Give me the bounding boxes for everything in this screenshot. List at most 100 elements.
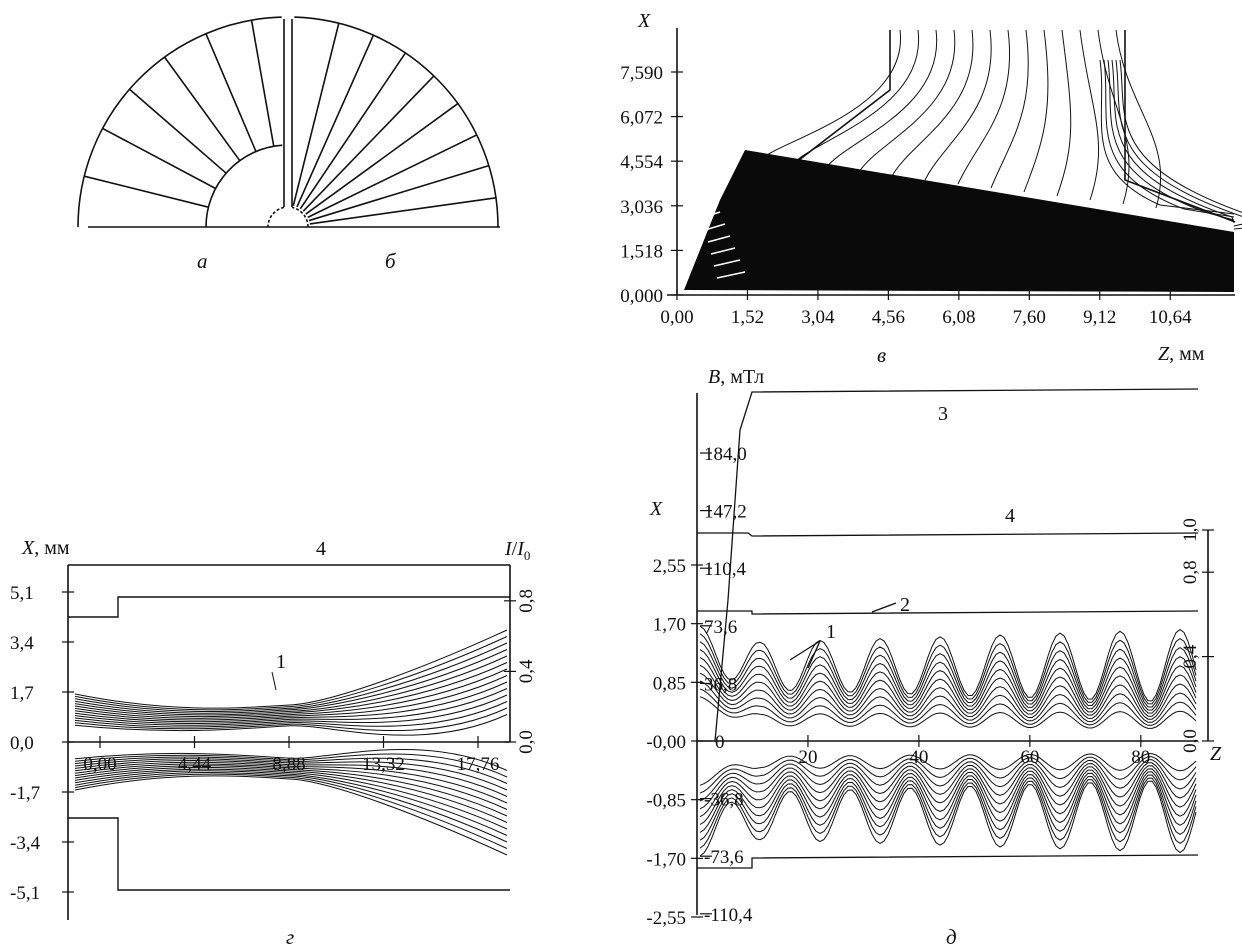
- g-curve-upper: [74, 701, 508, 728]
- d-rtick-label: 0,0: [1180, 729, 1201, 753]
- sector-a-1: [205, 33, 257, 152]
- v-xtick-label: 4,56: [872, 307, 905, 328]
- d-xtick-label: -1,70: [646, 849, 686, 870]
- outer-arc-b: [294, 16, 499, 228]
- d-leader-2: [871, 602, 897, 613]
- panel-g-curve-label-1: 1: [276, 651, 286, 673]
- d-field-curve-3: [714, 388, 1199, 742]
- panel-g-ticks: 5,1 3,4 1,7 0,0 -1,7 -3,4 -5,1 0,00 4,44 8,88 13,3…: [10, 583, 537, 904]
- g-xtick-label: 0,00: [83, 754, 116, 775]
- mid-arc-a: [205, 144, 283, 228]
- sector-b-0: [309, 196, 497, 225]
- inner-arc-b: [291, 206, 309, 228]
- sector-b-3: [305, 102, 459, 215]
- v-field-line: [957, 29, 1010, 185]
- d-xtick-label: 1,70: [653, 615, 686, 636]
- d-line-2-top: [697, 610, 1199, 615]
- v-white-gap: [701, 211, 721, 219]
- sector-b-4: [302, 75, 435, 212]
- v-xtick-label: 10,64: [1149, 307, 1192, 328]
- v-xtick-label: 6,08: [942, 307, 975, 328]
- g-leader-1: [271, 671, 277, 691]
- d-ztick-label: 80: [1131, 747, 1150, 768]
- v-white-gap: [692, 175, 706, 183]
- v-ytick-label: 4,554: [620, 152, 663, 173]
- panel-g-plot: 5,1 3,4 1,7 0,0 -1,7 -3,4 -5,1 0,00 4,44 8,88 13,3…: [10, 537, 537, 947]
- d-traj-lower: [699, 774, 1197, 841]
- panel-d-x-label: X: [649, 498, 663, 520]
- panel-a-caption: а: [197, 249, 208, 273]
- v-xtick-label: 1,52: [731, 307, 764, 328]
- d-traj-lower: [699, 765, 1197, 818]
- g-curve-upper: [74, 636, 508, 711]
- sector-b-1: [308, 164, 490, 222]
- panel-d-curve-label-1: 1: [826, 621, 836, 643]
- v-xtick-label: 3,04: [801, 307, 835, 328]
- v-white-gap: [713, 259, 741, 267]
- g-curve-upper: [74, 668, 508, 719]
- sector-b-5: [299, 52, 407, 210]
- g-curve-upper: [74, 681, 508, 723]
- v-ytick-label: 7,590: [620, 63, 663, 84]
- inner-arc-a: [267, 206, 285, 228]
- v-field-line: [1079, 29, 1100, 201]
- d-btick-label: -110,4: [704, 905, 753, 926]
- panel-d-b-label: B, мТл: [708, 366, 764, 388]
- v-field-line-right: [1099, 59, 1235, 215]
- d-traj-lower: [699, 771, 1197, 833]
- sector-a-4: [102, 127, 216, 190]
- d-btick-label: 36,8: [704, 674, 737, 695]
- panel-d-curve-label-4: 4: [1005, 505, 1015, 527]
- g-rtick-label: 0,4: [516, 659, 537, 683]
- g-ytick-label: -5,1: [10, 883, 40, 904]
- panel-g-y-axis-label: X, мм: [21, 537, 70, 559]
- v-ytick-label: 3,036: [620, 197, 663, 218]
- d-xtick-label: -0,85: [646, 791, 686, 812]
- outer-arc-a: [77, 16, 282, 228]
- panel-d-field-lines: [697, 388, 1199, 869]
- g-curve-upper: [74, 694, 508, 726]
- g-rtick-label: 0,0: [516, 730, 537, 754]
- g-curve-lower: [74, 759, 508, 797]
- v-xtick-label: 7,60: [1013, 307, 1046, 328]
- d-traj-upper: [699, 633, 1197, 705]
- g-ytick-label: -3,4: [10, 833, 41, 854]
- sector-a-5: [84, 175, 209, 208]
- g-ytick-label: 5,1: [10, 583, 34, 604]
- d-ztick-label: 20: [798, 747, 817, 768]
- panel-v-x-unit: , мм: [1169, 343, 1205, 365]
- g-curve-upper: [74, 649, 508, 714]
- d-traj-upper: [699, 664, 1197, 717]
- d-btick-label: -73,6: [704, 847, 744, 868]
- panel-v-trajectory-mass: [684, 150, 1234, 292]
- v-white-gap: [689, 163, 701, 171]
- v-field-line-right: [1115, 59, 1242, 227]
- g-curve-upper: [74, 675, 508, 721]
- v-ytick-label: 6,072: [620, 108, 663, 129]
- sector-b-6: [296, 34, 375, 208]
- panel-d-z-label: Z: [1210, 743, 1222, 765]
- v-white-gap: [704, 223, 726, 231]
- panel-v-plot: 0,000 1,518 3,036 4,554 6,072 7,590 0,00 1,52 3,…: [620, 10, 1242, 367]
- g-ytick-label: 3,4: [10, 633, 34, 654]
- g-xtick-label: 4,44: [178, 754, 212, 775]
- panel-d-ticks: 2,551,700,85-0,00-0,85-1,70-2,55184,0147…: [646, 444, 1214, 929]
- g-curve-lower: [74, 749, 508, 771]
- d-traj-upper: [699, 657, 1197, 714]
- g-curve-lower: [74, 753, 508, 778]
- g-curve-lower: [74, 771, 508, 843]
- d-btick-label: 110,4: [704, 559, 747, 580]
- panel-b-diagram: [291, 16, 499, 228]
- v-xtick-label: 0,00: [660, 307, 693, 328]
- d-traj-upper: [699, 641, 1197, 708]
- v-field-line-right: [1103, 59, 1235, 218]
- d-traj-upper: [699, 696, 1197, 729]
- d-line-2-bottom: [697, 854, 1199, 869]
- v-white-gap: [698, 199, 716, 207]
- d-traj-upper: [699, 688, 1197, 726]
- panel-g-curves: [74, 629, 508, 856]
- d-rtick-label: 0,8: [1180, 560, 1201, 584]
- panel-v-y-axis-label: X: [637, 10, 651, 32]
- v-field-line: [1023, 29, 1049, 193]
- d-traj-lower: [699, 759, 1197, 802]
